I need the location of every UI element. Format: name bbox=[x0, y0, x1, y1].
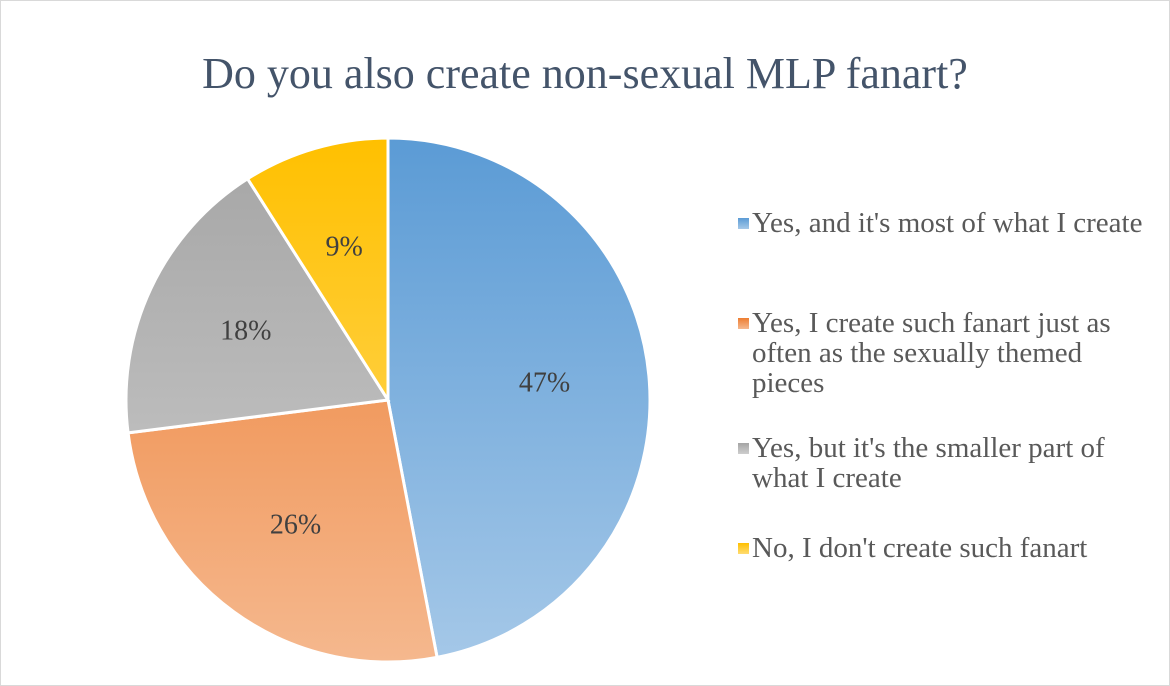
legend-entry: Yes, but it's the smaller part of what I… bbox=[738, 433, 1158, 493]
pie-slice bbox=[126, 398, 439, 664]
legend-swatch bbox=[738, 543, 749, 554]
legend-label: No, I don't create such fanart bbox=[752, 532, 1088, 564]
legend-swatch bbox=[738, 218, 749, 229]
pie-slice bbox=[386, 136, 652, 660]
legend-label: Yes, I create such fanart just as often … bbox=[752, 307, 1111, 399]
legend-entry: No, I don't create such fanart bbox=[738, 533, 1158, 563]
data-label: 18% bbox=[220, 315, 271, 346]
chart-title: Do you also create non-sexual MLP fanart… bbox=[202, 49, 968, 98]
pie-slice bbox=[245, 136, 390, 406]
data-label: 26% bbox=[270, 510, 321, 541]
legend-label: Yes, and it's most of what I create bbox=[752, 207, 1143, 239]
legend-entry: Yes, and it's most of what I create bbox=[738, 208, 1158, 238]
data-label: 47% bbox=[519, 368, 570, 399]
legend-entry: Yes, I create such fanart just as often … bbox=[738, 308, 1158, 398]
legend-label: Yes, but it's the smaller part of what I… bbox=[752, 432, 1105, 494]
legend-swatch bbox=[738, 318, 749, 329]
legend-swatch bbox=[738, 443, 749, 454]
data-label: 9% bbox=[325, 231, 362, 262]
pie-slice bbox=[124, 176, 391, 435]
